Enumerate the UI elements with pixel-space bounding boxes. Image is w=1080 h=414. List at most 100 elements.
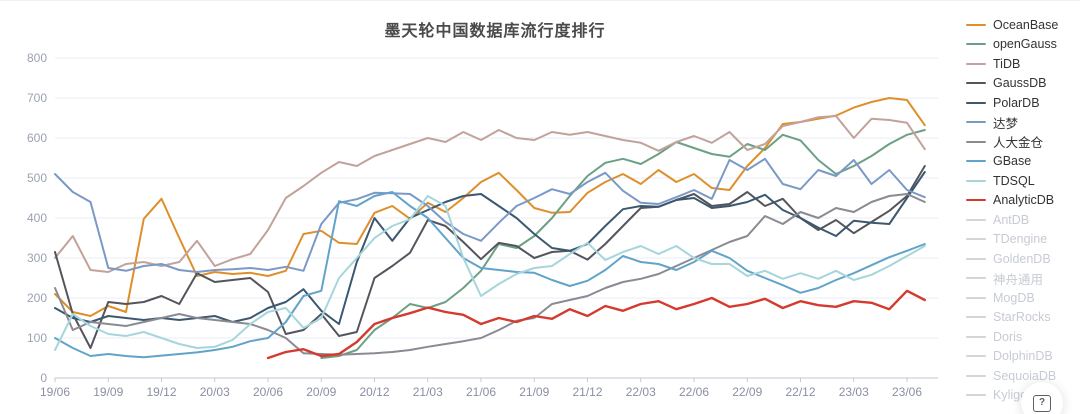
legend-swatch [966,355,986,358]
legend-item-openGauss[interactable]: openGauss [966,35,1074,55]
legend-label: openGauss [993,37,1057,52]
legend-label: 达梦 [993,116,1019,131]
x-axis-tick-label: 20/03 [200,385,230,399]
legend-swatch [966,23,986,26]
x-axis-tick-label: 21/03 [413,385,443,399]
legend-label: TDengine [993,232,1048,247]
legend-item-GBase[interactable]: GBase [966,152,1074,172]
chart-title: 墨天轮中国数据库流行度排行 [384,23,606,40]
legend-swatch [966,199,986,202]
legend-swatch [966,43,986,46]
legend-item-StarRocks[interactable]: StarRocks [966,308,1074,328]
legend-label: StarRocks [993,310,1051,325]
y-axis-tick-label: 400 [27,211,47,225]
x-axis-tick-label: 21/06 [466,385,496,399]
x-axis-tick-label: 20/12 [359,385,389,399]
legend-swatch [966,82,986,85]
question-dialog-icon: ? [1033,394,1051,412]
series-line-GaussDB[interactable] [54,165,926,349]
legend-item-TDSQL[interactable]: TDSQL [966,171,1074,191]
legend-item-TDengine[interactable]: TDengine [966,230,1074,250]
legend-item-人大金仓[interactable]: 人大金仓 [966,132,1074,152]
series-line-GBase[interactable] [54,191,926,359]
legend-item-达梦[interactable]: 达梦 [966,113,1074,133]
legend-label: GBase [993,154,1032,169]
legend-item-SequoiaDB[interactable]: SequoiaDB [966,366,1074,386]
legend-item-神舟通用[interactable]: 神舟通用 [966,269,1074,289]
x-axis-tick-label: 23/06 [892,385,922,399]
x-axis-tick-label: 19/06 [40,385,70,399]
x-axis-tick-label: 21/12 [572,385,602,399]
x-axis-tick-label: 20/06 [253,385,283,399]
y-axis-tick-label: 0 [40,371,47,385]
legend-swatch [966,238,986,241]
series-line-TDSQL[interactable] [54,195,926,351]
legend-item-TiDB[interactable]: TiDB [966,54,1074,74]
legend-swatch [966,121,986,124]
legend-item-MogDB[interactable]: MogDB [966,288,1074,308]
legend-item-GaussDB[interactable]: GaussDB [966,74,1074,94]
x-axis-tick-label: 22/09 [732,385,762,399]
x-axis-tick-label: 22/12 [785,385,815,399]
legend-swatch [966,374,986,377]
series-line-达梦[interactable] [54,157,926,273]
legend-label: OceanBase [993,17,1059,32]
y-axis-tick-label: 200 [27,291,47,305]
series-line-TiDB[interactable] [54,115,926,273]
series-line-AnalyticDB[interactable] [266,289,926,360]
legend-label: AnalyticDB [993,193,1055,208]
legend-label: AntDB [993,212,1030,227]
legend-item-OceanBase[interactable]: OceanBase [966,15,1074,35]
legend-swatch [966,218,986,221]
legend-label: MogDB [993,290,1035,305]
series-line-PolarDB[interactable] [54,171,926,325]
x-axis-tick-label: 19/12 [146,385,176,399]
y-axis-tick-label: 100 [27,331,47,345]
x-axis-tick-label: 22/06 [679,385,709,399]
legend-label: TDSQL [993,173,1035,188]
legend-item-AntDB[interactable]: AntDB [966,210,1074,230]
legend-label: 人大金仓 [993,136,1044,151]
legend-swatch [966,296,986,299]
y-axis-tick-label: 500 [27,171,47,185]
legend-label: 神舟通用 [993,272,1044,287]
x-axis-tick-label: 21/09 [519,385,549,399]
x-axis-tick-label: 22/03 [626,385,656,399]
x-axis-tick-label: 19/09 [93,385,123,399]
y-axis-tick-label: 700 [27,91,47,105]
legend-item-Doris[interactable]: Doris [966,327,1074,347]
legend-item-AnalyticDB[interactable]: AnalyticDB [966,191,1074,211]
legend-label: TiDB [993,56,1021,71]
help-button[interactable]: ? [1021,382,1063,414]
legend-label: DolphinDB [993,349,1053,364]
legend: OceanBase openGauss TiDB GaussDB PolarDB 达梦人大… [966,15,1074,405]
legend-swatch [966,62,986,65]
legend-label: SequoiaDB [993,368,1057,383]
legend-label: PolarDB [993,95,1040,110]
legend-label: GoldenDB [993,251,1051,266]
legend-swatch [966,101,986,104]
legend-item-DolphinDB[interactable]: DolphinDB [966,347,1074,367]
legend-label: GaussDB [993,76,1047,91]
x-axis-tick-label: 23/03 [839,385,869,399]
legend-swatch [966,316,986,319]
legend-item-PolarDB[interactable]: PolarDB [966,93,1074,113]
legend-label: Doris [993,329,1023,344]
series-line-openGauss[interactable] [320,129,926,359]
legend-swatch [966,140,986,143]
y-axis-tick-label: 600 [27,131,47,145]
legend-item-GoldenDB[interactable]: GoldenDB [966,249,1074,269]
legend-swatch [966,277,986,280]
series-line-OceanBase[interactable] [54,97,926,317]
legend-swatch [966,335,986,338]
y-axis-tick-label: 300 [27,251,47,265]
y-axis-tick-label: 800 [27,51,47,65]
series-line-人大金仓[interactable] [54,193,926,356]
legend-swatch [966,394,986,397]
legend-swatch [966,160,986,163]
legend-swatch [966,257,986,260]
legend-swatch [966,179,986,182]
x-axis-tick-label: 20/09 [306,385,336,399]
